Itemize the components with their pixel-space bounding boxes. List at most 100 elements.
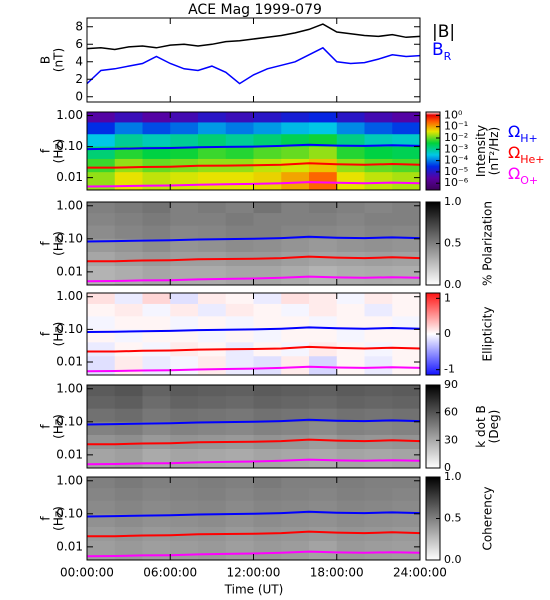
heatmap-cell	[142, 408, 171, 423]
series-line	[87, 275, 420, 283]
heatmap-cell	[225, 488, 254, 502]
y-tick-label: 0.10	[56, 231, 83, 245]
heatmap-cell	[225, 266, 254, 285]
heatmap-cell	[309, 316, 338, 330]
heatmap-cell	[336, 146, 365, 160]
heatmap-cell	[309, 396, 338, 410]
series-line	[87, 438, 420, 446]
heatmap-cell	[336, 356, 365, 375]
colorbar-tick-label: 1.0	[444, 195, 462, 208]
heatmap-cell	[392, 303, 420, 317]
heatmap-cell	[364, 134, 393, 147]
heatmap-cell	[225, 293, 254, 305]
heatmap-cell	[281, 316, 310, 330]
legend-label-sub: He+	[520, 153, 544, 166]
y-tick-label: 0.01	[56, 539, 83, 553]
heatmap-cell	[253, 172, 282, 190]
heatmap-cell	[392, 146, 420, 160]
heatmap-cell	[392, 158, 420, 173]
heatmap-cell	[281, 449, 310, 468]
heatmap-cell	[142, 396, 171, 410]
heatmap-cell	[364, 122, 393, 135]
heatmap-cell	[336, 541, 365, 560]
heatmap-cell	[253, 303, 282, 317]
heatmap-cell	[170, 396, 199, 410]
heatmap-cell	[142, 112, 171, 123]
heatmap-cell	[170, 449, 199, 468]
heatmap-cell	[87, 342, 116, 357]
heatmap-cell	[392, 421, 420, 436]
series-line	[87, 326, 420, 333]
heatmap-cell	[336, 477, 365, 489]
y-tick-label: 0.01	[56, 264, 83, 278]
heatmap-cell	[114, 122, 143, 135]
heatmap-cell	[170, 385, 199, 397]
series-line	[87, 365, 420, 373]
heatmap-cell	[309, 122, 338, 135]
heatmap-cell	[142, 385, 171, 397]
heatmap-cell	[364, 172, 393, 190]
heatmap-cell	[253, 396, 282, 410]
heatmap-cell	[392, 213, 420, 227]
heatmap-cell	[225, 112, 254, 123]
heatmap-cell	[114, 449, 143, 468]
colorbar-tick-label: 10⁻³	[444, 142, 468, 155]
heatmap-cell	[392, 329, 420, 343]
y-tick-label: 0.01	[56, 170, 83, 184]
heatmap-cell	[364, 238, 393, 253]
heatmap-cell	[198, 541, 227, 560]
heatmap-cell	[309, 385, 338, 397]
heatmap-cell	[170, 146, 199, 160]
heatmap-cell	[114, 158, 143, 173]
heatmap-cell	[336, 421, 365, 436]
heatmap-cell	[170, 172, 199, 190]
heatmap-cell	[392, 134, 420, 147]
heatmap-cell	[364, 293, 393, 305]
heatmap-cell	[87, 225, 116, 240]
heatmap-cell	[309, 421, 338, 436]
plot-frame	[86, 17, 421, 103]
heatmap-cell	[225, 134, 254, 147]
heatmap-cell	[309, 172, 338, 190]
heatmap-cell	[336, 213, 365, 227]
heatmap-cell	[364, 541, 393, 560]
legend-label-sub: H+	[520, 132, 538, 145]
heatmap-cell	[114, 421, 143, 436]
heatmap-cell	[336, 238, 365, 253]
heatmap-cell	[281, 434, 310, 450]
y-tick-label: 1.00	[56, 198, 83, 212]
heatmap-cell	[392, 396, 420, 410]
heatmap-cell	[281, 225, 310, 240]
heatmap-cell	[392, 251, 420, 267]
heatmap-cell	[364, 251, 393, 267]
x-tick-label: 00:00:00	[60, 566, 114, 580]
colorbar-tick-label: 0.0	[444, 553, 462, 566]
heatmap-cell	[87, 356, 116, 375]
heatmap-cell	[170, 356, 199, 375]
heatmap-cell	[253, 385, 282, 397]
heatmap-cell	[364, 303, 393, 317]
heatmap-cell	[87, 396, 116, 410]
heatmap-cell	[253, 329, 282, 343]
heatmap-cell	[309, 477, 338, 489]
heatmap-cell	[392, 112, 420, 123]
heatmap-cell	[336, 396, 365, 410]
heatmap-cell	[336, 449, 365, 468]
heatmap-cell	[336, 112, 365, 123]
y-tick-label: 1.00	[56, 289, 83, 303]
colorbar-tick-label: -1	[444, 363, 455, 376]
plot-area	[87, 112, 420, 190]
heatmap-cell	[364, 434, 393, 450]
series-line	[87, 235, 420, 243]
heatmap-cell	[114, 356, 143, 375]
heatmap-cell	[142, 213, 171, 227]
legend-label: ΩHe+	[508, 143, 545, 166]
colorbar-tick-label: 10⁻⁶	[444, 176, 469, 189]
series-line	[87, 530, 420, 538]
y-tick-label: 1.00	[56, 108, 83, 122]
colorbar-tick-label: 10⁻⁵	[444, 165, 468, 178]
heatmap-cell	[170, 513, 199, 528]
heatmap-cell	[281, 477, 310, 489]
legend-label-main: B	[432, 40, 444, 60]
heatmap-cell	[392, 342, 420, 357]
